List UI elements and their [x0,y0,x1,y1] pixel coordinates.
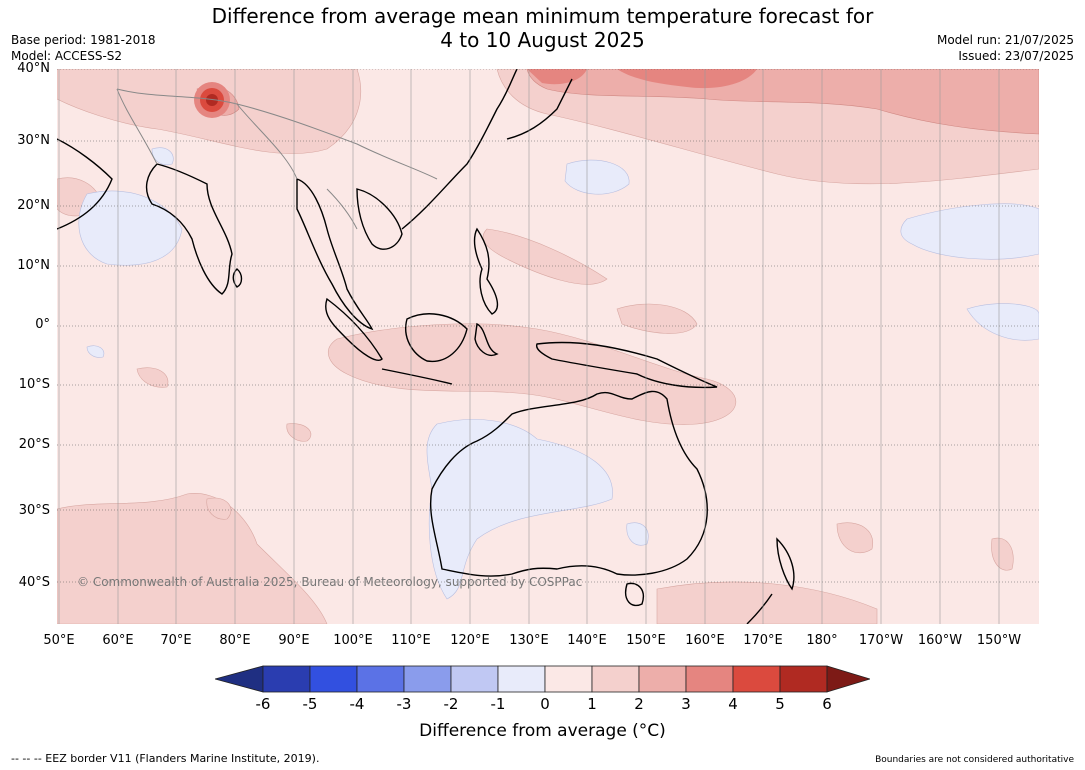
lon-label-150e: 150°E [626,633,666,648]
lat-label-0: 0° [35,317,50,332]
colorbar-swatch-5 [450,665,499,693]
lon-label-100e: 100°E [333,633,373,648]
colorbar-swatch-6 [497,665,546,693]
colorbar-tick-m1: -1 [490,695,506,713]
lon-label-180: 180° [806,633,838,648]
colorbar-swatch-low [213,665,264,693]
colorbar-tick-4: 4 [728,695,738,713]
lon-label-60e: 60°E [102,633,134,648]
colorbar-tick-6: 6 [822,695,832,713]
meta-left: Base period: 1981-2018 Model: ACCESS-S2 [11,32,156,64]
issued-date: Issued: 23/07/2025 [958,49,1074,63]
colorbar-svg [213,665,872,693]
lon-label-140e: 140°E [567,633,607,648]
lat-label-40n: 40°N [17,61,50,76]
colorbar-tick-0: 0 [540,695,550,713]
boundary-disclaimer: Boundaries are not considered authoritat… [875,755,1074,765]
colorbar-tick-m6: -6 [255,695,271,713]
lon-label-130e: 130°E [509,633,549,648]
lon-label-160w: 160°W [917,633,963,648]
colorbar-swatch-10 [685,665,734,693]
coastlines [57,69,795,624]
lon-label-90e: 90°E [278,633,310,648]
country-borders [116,88,438,230]
lon-label-170w: 170°W [858,633,904,648]
colorbar [213,664,872,696]
colorbar-swatch-7 [544,665,593,693]
colorbar-swatch-11 [732,665,781,693]
lon-label-150w: 150°W [976,633,1022,648]
colorbar-tick-3: 3 [681,695,691,713]
lat-label-20s: 20°S [18,437,50,452]
lon-label-80e: 80°E [219,633,251,648]
map-panel: © Commonwealth of Australia 2025, Bureau… [57,69,1039,624]
colorbar-swatch-8 [591,665,640,693]
lon-label-110e: 110°E [391,633,431,648]
lon-label-170e: 170°E [743,633,783,648]
model-name: Model: ACCESS-S2 [11,49,123,63]
colorbar-tick-2: 2 [634,695,644,713]
lat-label-40s: 40°S [18,575,50,590]
lon-label-160e: 160°E [685,633,725,648]
colorbar-tick-m5: -5 [302,695,318,713]
cool-anomaly [78,147,1039,600]
model-run: Model run: 21/07/2025 [936,33,1074,47]
colorbar-tick-m3: -3 [396,695,412,713]
colorbar-swatch-3 [356,665,405,693]
base-period: Base period: 1981-2018 [11,33,156,47]
colorbar-swatch-2 [309,665,358,693]
lon-label-70e: 70°E [160,633,192,648]
map-svg: © Commonwealth of Australia 2025, Bureau… [57,69,1039,624]
eez-border-note: -- -- -- EEZ border V11 (Flanders Marine… [11,752,320,765]
colorbar-label: Difference from average (°C) [419,721,666,741]
colorbar-tick-5: 5 [775,695,785,713]
lat-label-30s: 30°S [18,503,50,518]
colorbar-tick-m2: -2 [443,695,459,713]
chart-title: Difference from average mean minimum tem… [0,4,1085,52]
meridians [58,69,1000,624]
colorbar-tick-1: 1 [587,695,597,713]
lat-label-10s: 10°S [18,377,50,392]
copyright-text: © Commonwealth of Australia 2025, Bureau… [77,575,582,589]
colorbar-tick-m4: -4 [349,695,365,713]
lat-label-20n: 20°N [17,198,50,213]
lat-label-10n: 10°N [17,258,50,273]
title-line-1: Difference from average mean minimum tem… [211,4,874,28]
colorbar-swatch-9 [638,665,687,693]
title-line-2: 4 to 10 August 2025 [440,28,645,52]
lon-label-50e: 50°E [43,633,75,648]
colorbar-swatch-12 [779,665,828,693]
meta-right: Model run: 21/07/2025 Issued: 23/07/2025 [937,32,1074,64]
colorbar-swatch-1 [262,665,311,693]
colorbar-swatch-4 [403,665,452,693]
colorbar-swatch-high [826,665,872,693]
lat-label-30n: 30°N [17,133,50,148]
lon-label-120e: 120°E [450,633,490,648]
